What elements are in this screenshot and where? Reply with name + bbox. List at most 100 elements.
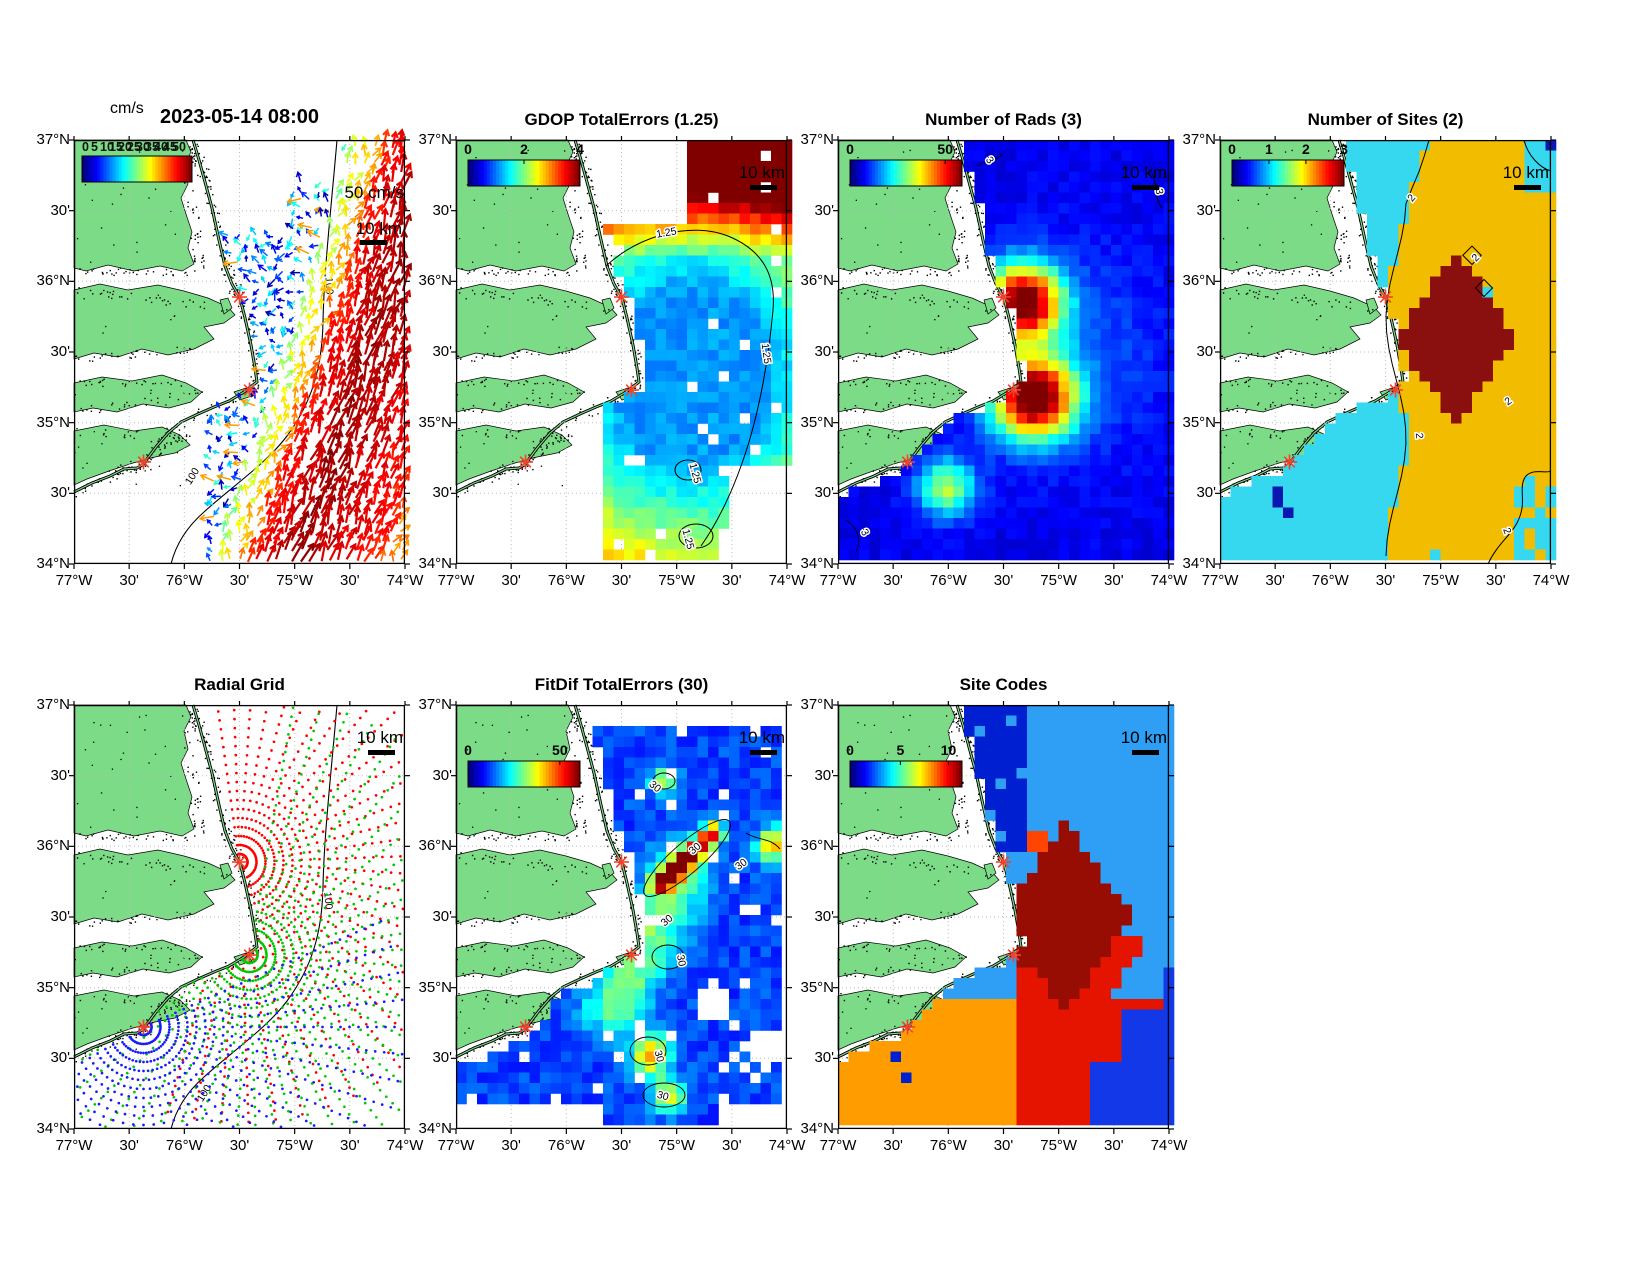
colorbar-tick: 2 — [1302, 141, 1310, 157]
x-axis-tick-label: 30' — [722, 572, 742, 589]
graticule — [74, 140, 405, 564]
y-axis-tick-label: 34°N — [418, 555, 452, 572]
site-marker-icon — [1006, 947, 1021, 963]
site-markers — [900, 854, 1021, 1035]
scale-bar-label: 10 km — [1503, 163, 1549, 182]
site-markers — [518, 854, 639, 1035]
x-axis-tick-label: 75°W — [1040, 572, 1078, 589]
site-marker-icon — [1378, 289, 1393, 305]
y-axis-tick-label: 35°N — [800, 978, 834, 996]
x-axis-tick-label: 30' — [722, 1137, 742, 1154]
sites-heatmap — [1220, 140, 1557, 561]
colorbar-tick: 35 — [145, 140, 159, 154]
site-marker-icon — [996, 289, 1011, 305]
x-axis-tick-label: 77°W — [55, 572, 93, 589]
site-marker-icon — [996, 854, 1011, 870]
contour-label: 2 — [1413, 432, 1425, 439]
y-axis-tick-label: 37°N — [36, 696, 70, 713]
current-vectors — [198, 128, 413, 563]
colorbar-tick: 40 — [154, 140, 168, 154]
contour-label: 3 — [1153, 188, 1166, 196]
x-axis-tick-label: 77°W — [437, 1137, 475, 1154]
map-plot-gdop: 1.25 1.25 1.25 1.25 0 2 4 10 km — [451, 136, 793, 569]
y-axis-tick-label: 37°N — [800, 131, 834, 148]
panel-fitdif: FitDif TotalErrors (30)cm/s37°N77°W30'30… — [410, 665, 830, 1210]
colorbar-tick: 3 — [1340, 141, 1348, 157]
fitdif-contours — [629, 772, 781, 1108]
site-marker-icon — [1388, 382, 1403, 398]
scale-bar: 10 km — [357, 728, 403, 755]
x-axis-tick-label: 30' — [611, 572, 632, 589]
y-axis-tick-label: 30' — [50, 766, 70, 784]
axes-frame — [833, 136, 1174, 569]
x-axis-tick-label: 74°W — [1532, 572, 1570, 589]
x-axis-tick-label: 74°W — [1150, 1137, 1188, 1154]
x-axis-tick-label: 74°W — [386, 1137, 424, 1154]
panel-title: 2023-05-14 08:00 — [159, 106, 319, 128]
map-svg-gdop: 1.251.251.251.250 2 410 km — [451, 136, 793, 569]
y-axis-tick-label: 30' — [432, 201, 452, 219]
site-marker-icon — [1006, 382, 1021, 398]
site-marker-icon — [242, 382, 257, 398]
y-axis-tick-label: 34°N — [800, 1120, 834, 1137]
y-axis-tick-label: 34°N — [36, 1120, 70, 1137]
scale-bar-line — [750, 185, 777, 190]
colorbar-tick: 0 — [82, 140, 89, 154]
scale-bar-line — [1514, 185, 1541, 190]
map-plot-fitdif: 30 30 30 30 30 30 30 0 50 10 km — [451, 701, 792, 1134]
x-axis-tick-label: 77°W — [55, 1137, 93, 1154]
contour-label: 30 — [652, 1049, 667, 1064]
panel-title: FitDif TotalErrors (30) — [534, 675, 709, 694]
site-marker-icon — [624, 382, 639, 398]
gdop-contours — [605, 229, 774, 549]
y-axis-tick-label: 30' — [50, 1049, 70, 1067]
axes-frame — [451, 136, 792, 569]
panel-sites: Number of Sites (2) 37°N 77°W 30' 30' 36°N 76°… — [1174, 100, 1594, 645]
x-axis-tick-label: 76°W — [165, 1137, 203, 1154]
y-axis-tick-label: 36°N — [36, 837, 70, 855]
colorbar-tick: 0 — [846, 141, 854, 157]
y-axis-tick-label: 37°N — [36, 131, 70, 148]
site-marker-icon — [518, 454, 533, 470]
scale-bar: 10 km — [1121, 163, 1167, 190]
y-axis-tick-label: 34°N — [1182, 555, 1216, 572]
x-axis-tick-label: 76°W — [547, 572, 585, 589]
rads-heatmap — [838, 140, 1175, 561]
x-axis-tick-label: 74°W — [1150, 572, 1188, 589]
x-axis-tick-label: 30' — [883, 1137, 903, 1154]
colorbar-tick: 2 — [520, 141, 528, 157]
scale-bar-line — [1132, 185, 1159, 190]
x-axis-tick-label: 77°W — [437, 572, 475, 589]
x-axis-tick-label: 30' — [119, 1137, 139, 1154]
x-axis-tick-label: 30' — [340, 572, 360, 589]
x-axis-tick-label: 30' — [1104, 1137, 1124, 1154]
y-axis-tick-label: 30' — [432, 343, 452, 360]
y-axis-tick-label: 30' — [814, 1049, 834, 1067]
site-marker-icon — [232, 854, 247, 870]
map-land — [73, 139, 253, 486]
coastline — [73, 139, 259, 494]
site-marker-icon — [136, 1019, 151, 1035]
y-axis-tick-label: 36°N — [1182, 272, 1216, 290]
y-axis-tick-label: 30' — [50, 908, 70, 925]
x-axis-tick-label: 30' — [611, 1137, 632, 1154]
x-axis-tick-label: 30' — [229, 1137, 250, 1154]
scale-bar: 10 km — [356, 219, 402, 245]
reference-vector-label: 50 cm/s — [344, 183, 404, 202]
colorbar-tick: 25 — [127, 140, 141, 154]
x-axis-tick-label: 30' — [340, 1137, 360, 1154]
x-axis-tick-label: 75°W — [276, 1137, 314, 1154]
graticule — [74, 705, 405, 1129]
site-marker-icon — [242, 947, 257, 963]
site-marker-icon — [518, 1019, 533, 1035]
radial-grid-site-2 — [76, 919, 404, 1129]
axes-frame — [1215, 136, 1556, 569]
scale-bar-label: 10 km — [739, 728, 785, 747]
sites-contours — [1385, 139, 1552, 565]
scale-bar-label: 10 km — [1121, 163, 1167, 182]
colorbar: 0 50 — [846, 141, 963, 187]
site-marker-icon — [232, 289, 247, 305]
scale-bar-label: 10 km — [356, 219, 402, 238]
